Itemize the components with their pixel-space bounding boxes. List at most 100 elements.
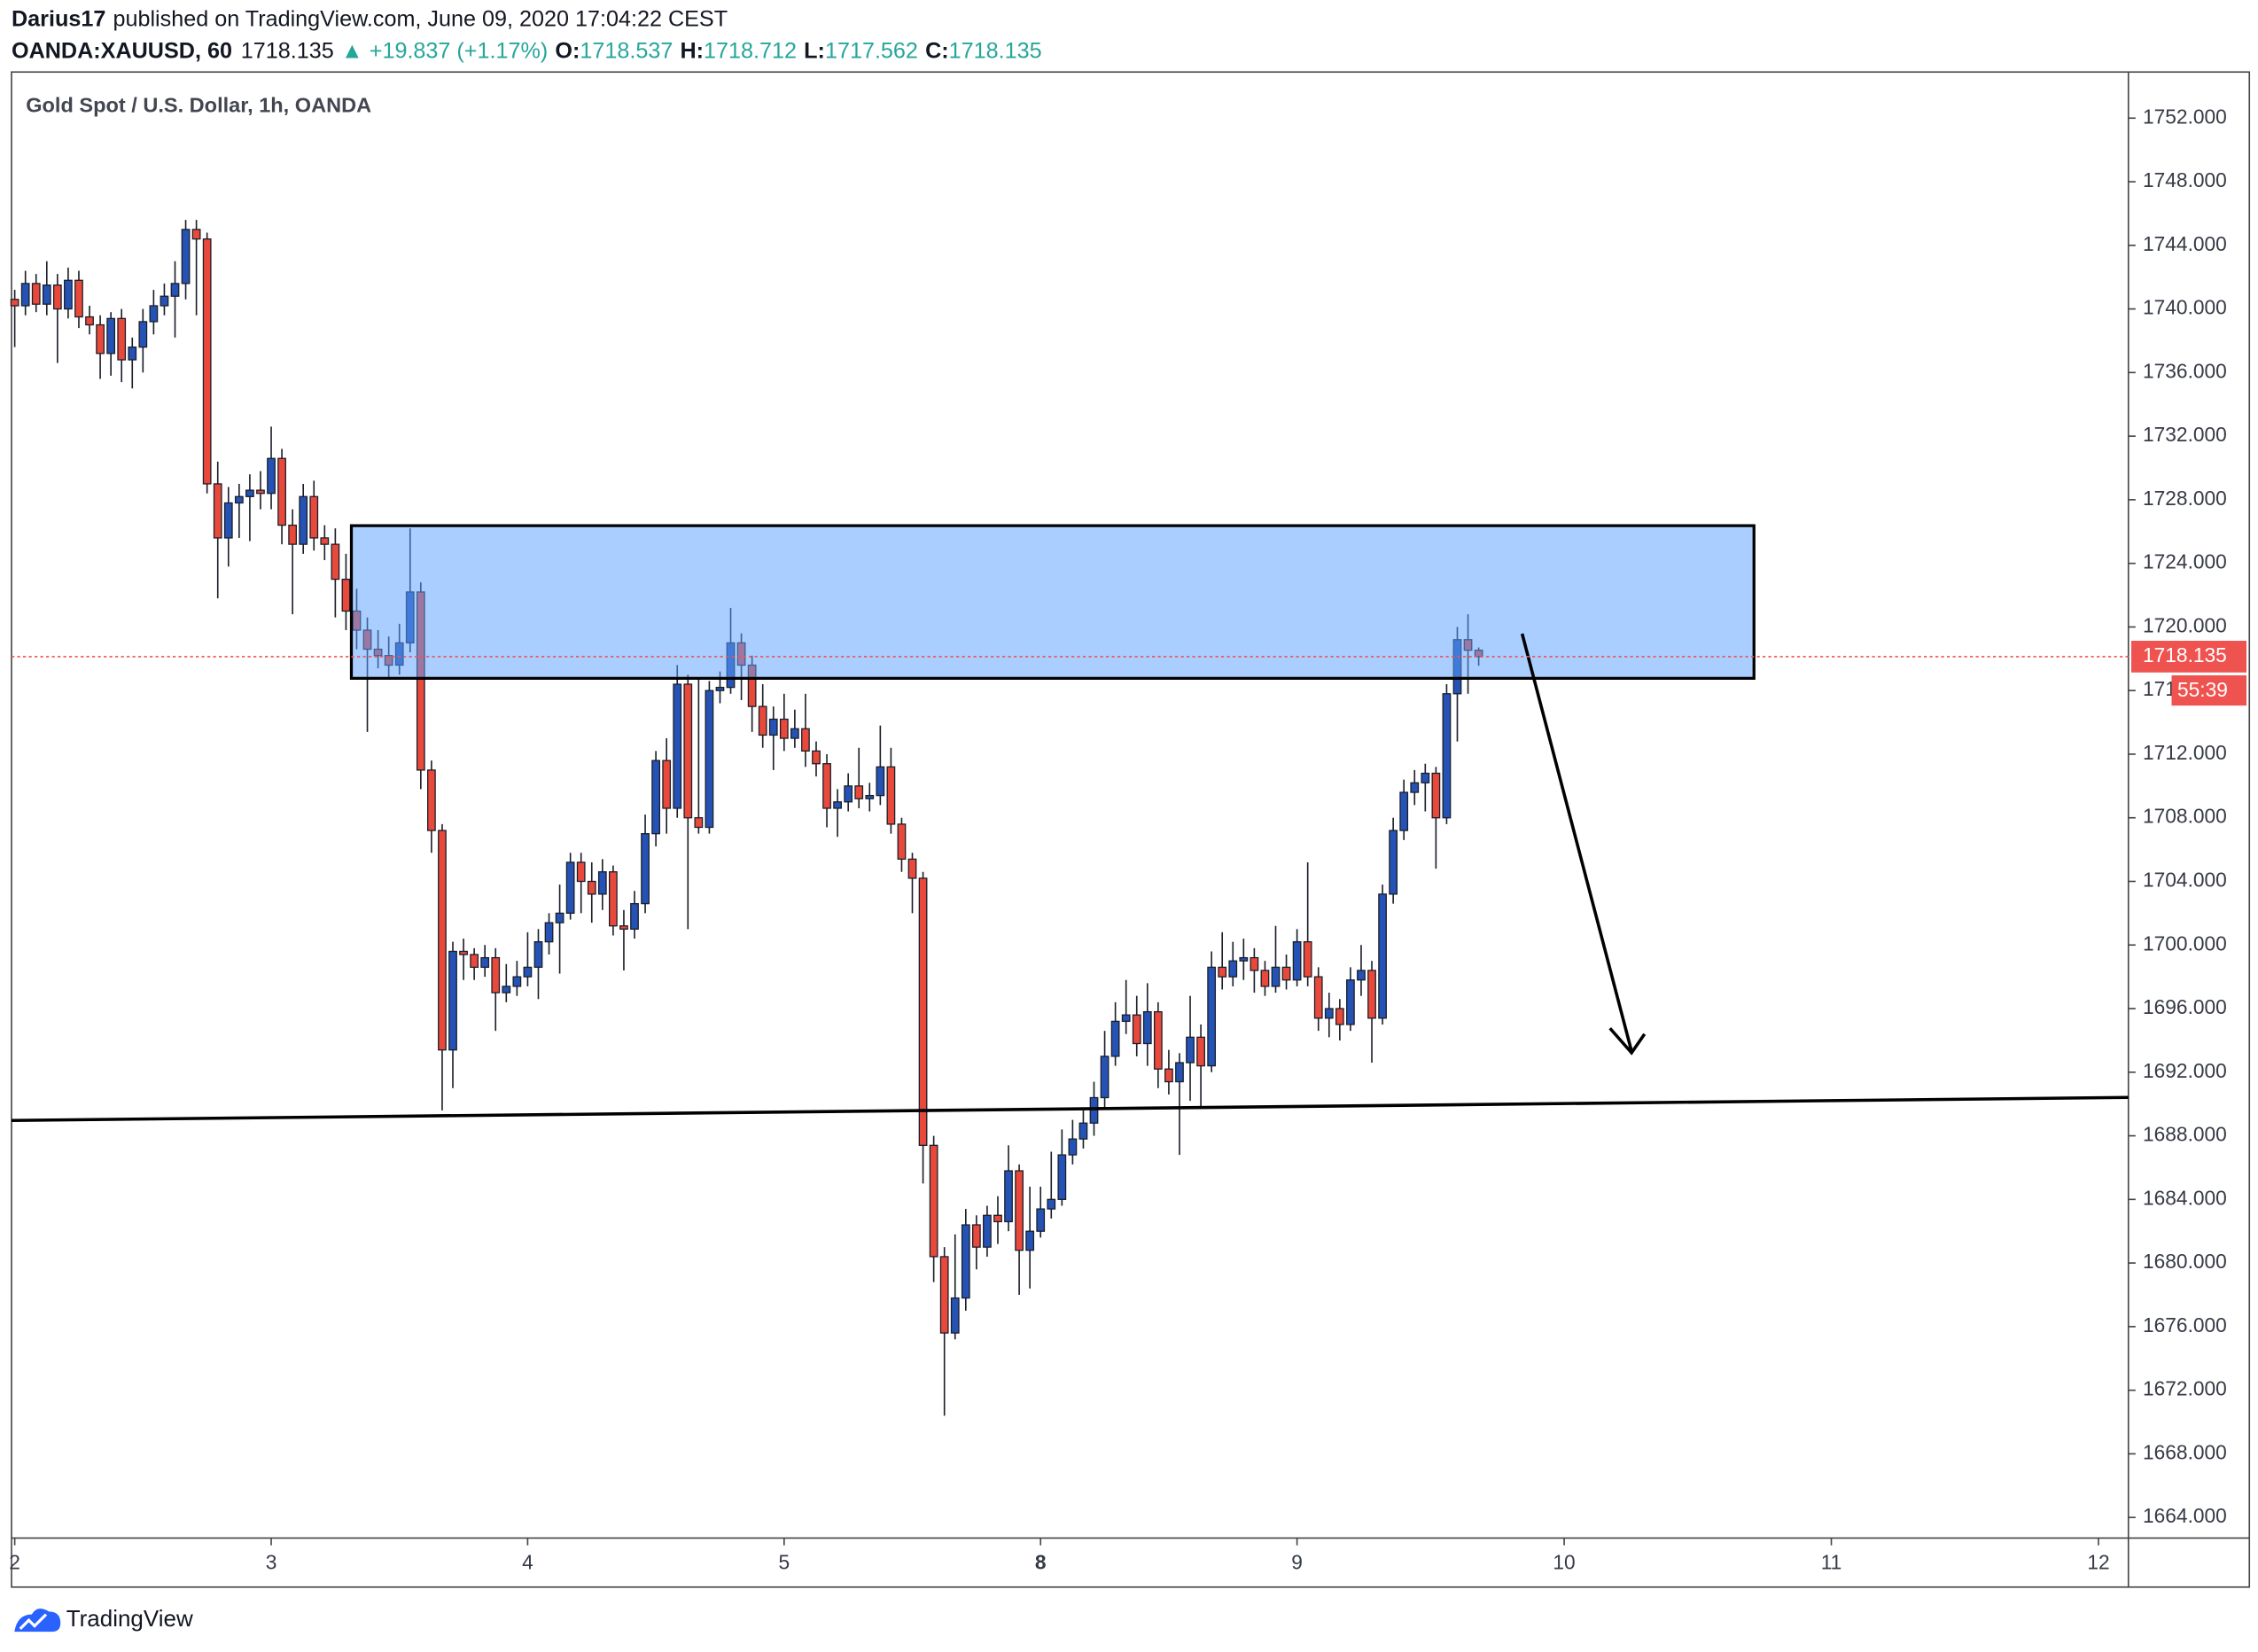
- candle-body: [234, 495, 244, 504]
- x-tick-label: 4: [522, 1551, 533, 1574]
- candle-body: [267, 457, 276, 495]
- footer: TradingView: [14, 1605, 193, 1633]
- outer-border: [11, 71, 2251, 1588]
- change: ▲ +19.837 (+1.17%): [341, 38, 548, 63]
- candle-body: [74, 279, 83, 318]
- candle-body: [876, 766, 885, 797]
- support-line: [11, 1095, 2129, 1123]
- y-tick-label: 1720.000: [2143, 613, 2227, 636]
- candle-body: [865, 794, 875, 799]
- candle-body: [897, 823, 907, 861]
- candle-body: [106, 317, 116, 355]
- candle-body: [299, 495, 308, 545]
- countdown-box: [2171, 675, 2246, 706]
- candle-body: [202, 238, 212, 485]
- candle-body: [331, 543, 340, 581]
- candle-body: [630, 902, 639, 930]
- candle-body: [1346, 979, 1355, 1025]
- candle-body: [950, 1297, 960, 1334]
- logo-mark: [19, 1613, 48, 1631]
- candle-body: [1218, 966, 1227, 978]
- x-tick-label: 12: [2087, 1551, 2109, 1574]
- x-tick-label: 2: [9, 1551, 20, 1574]
- candle-body: [52, 284, 62, 310]
- candle-body: [886, 766, 896, 825]
- candle-body: [309, 495, 319, 539]
- y-tick-label: 1736.000: [2143, 359, 2227, 382]
- candle-body: [1142, 1010, 1152, 1045]
- candle-body: [1239, 956, 1249, 962]
- candle-body: [1389, 830, 1398, 895]
- candle-body: [20, 283, 30, 307]
- candle-body: [1324, 1008, 1334, 1019]
- candle-body: [341, 578, 351, 612]
- candle-body: [1250, 956, 1259, 971]
- candle-body: [181, 229, 191, 284]
- candle-body: [277, 457, 286, 526]
- x-tick-label: 9: [1291, 1551, 1303, 1574]
- candle-body: [480, 956, 490, 969]
- candle-body: [683, 683, 693, 819]
- close-label: C:: [925, 38, 949, 63]
- last-price: 1718.135: [241, 38, 334, 63]
- last-price-box: [2130, 641, 2246, 673]
- candle-body: [117, 317, 127, 361]
- y-tick-label: 1692.000: [2143, 1059, 2227, 1082]
- candle-body: [1025, 1230, 1035, 1251]
- y-tick-label: 1668.000: [2143, 1440, 2227, 1463]
- candle-body: [758, 705, 767, 736]
- candle-body: [1431, 772, 1441, 819]
- candle-body: [1089, 1096, 1099, 1124]
- candle-body: [448, 950, 457, 1051]
- candle-body: [138, 321, 148, 348]
- candle-body: [907, 858, 917, 879]
- candle-body: [983, 1214, 992, 1248]
- author: Darius17: [12, 6, 105, 31]
- close-value: 1718.135: [949, 38, 1042, 63]
- drawings: [11, 524, 2129, 1123]
- candle-body: [245, 489, 254, 497]
- open-value: 1718.537: [580, 38, 673, 63]
- candle-body: [1442, 693, 1452, 819]
- symbol-line: OANDA:XAUUSD, 60 1718.135 ▲ +19.837 (+1.17…: [12, 38, 1042, 63]
- candle-body: [971, 1224, 981, 1248]
- candle-body: [1132, 1014, 1141, 1045]
- candle-body: [1078, 1122, 1088, 1140]
- candle-body: [565, 861, 575, 915]
- candle-body: [1281, 966, 1291, 981]
- candle-body: [1271, 966, 1281, 987]
- candle-body: [555, 912, 564, 923]
- candle-body: [160, 295, 169, 307]
- arrow-shaft: [1520, 633, 1633, 1052]
- candle-body: [544, 922, 554, 943]
- chart-title: Gold Spot / U.S. Dollar, 1h, OANDA: [26, 93, 371, 116]
- candle-body: [1313, 976, 1323, 1019]
- candle-body: [833, 801, 842, 809]
- candle-body: [523, 966, 533, 978]
- candle-body: [694, 817, 704, 829]
- candle-body: [939, 1256, 949, 1334]
- candle-body: [191, 229, 201, 240]
- candle-body: [1335, 1008, 1344, 1025]
- overlay: 1718.135 55:39: [12, 641, 2246, 706]
- candle-body: [961, 1224, 970, 1299]
- candle-body: [1421, 772, 1430, 783]
- y-tick-label: 1676.000: [2143, 1313, 2227, 1336]
- y-tick-label: 1708.000: [2143, 805, 2227, 828]
- symbol: OANDA:XAUUSD, 60: [12, 38, 232, 63]
- candle-body: [149, 305, 159, 323]
- candle-body: [256, 489, 265, 495]
- candle-body: [1260, 970, 1270, 987]
- candle-body: [1207, 966, 1217, 1067]
- y-tick-label: 1744.000: [2143, 232, 2227, 255]
- candle-body: [918, 877, 928, 1146]
- candle-body: [779, 718, 789, 739]
- candle-body: [1410, 782, 1420, 793]
- candle-body: [1121, 1014, 1131, 1023]
- y-tick-label: 1672.000: [2143, 1377, 2227, 1400]
- candle-body: [993, 1214, 1002, 1223]
- candle-body: [854, 785, 864, 799]
- arrow-head: [1608, 1027, 1647, 1056]
